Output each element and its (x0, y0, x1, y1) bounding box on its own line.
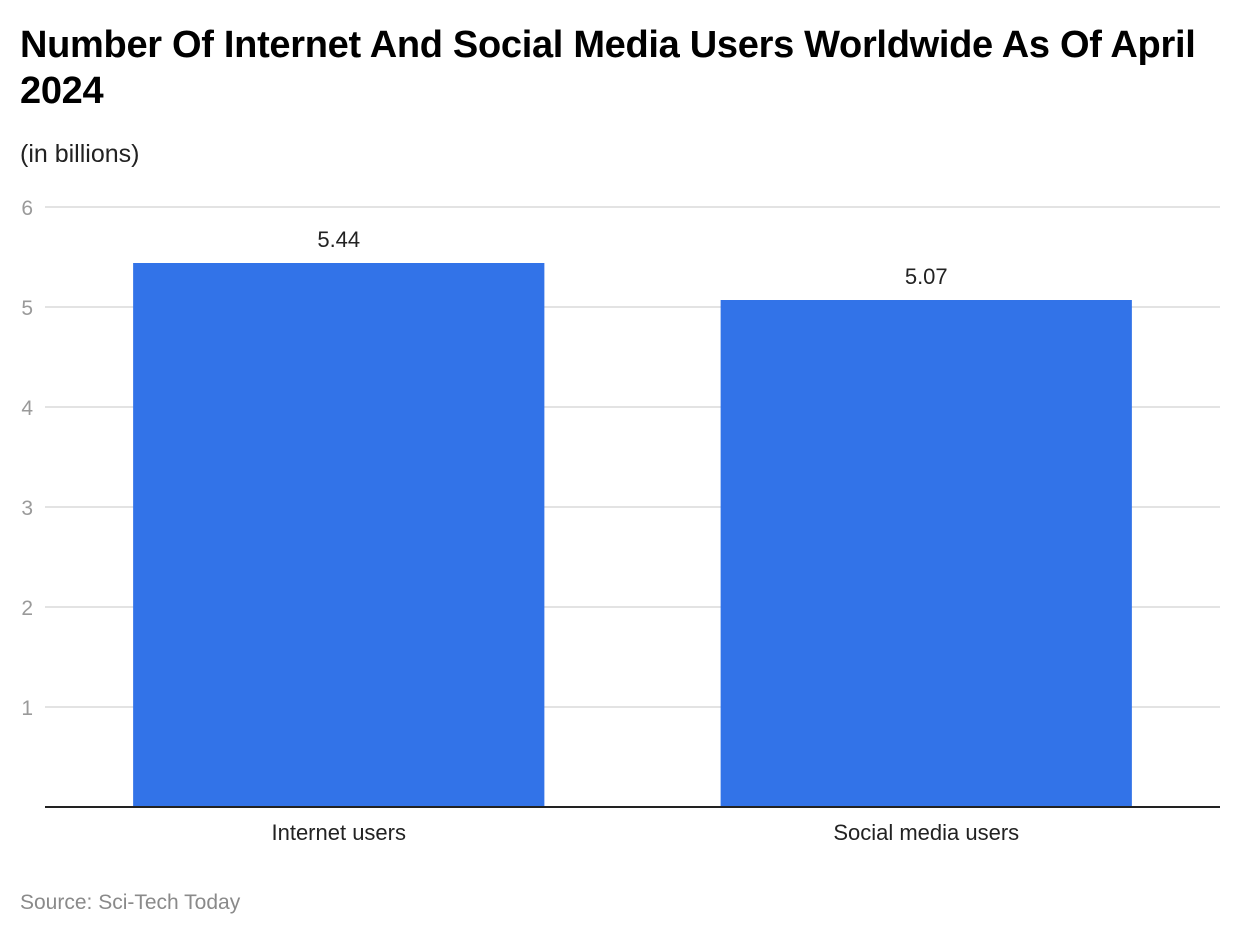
y-tick-label: 5 (21, 297, 33, 320)
bar (133, 263, 545, 807)
data-labels: 5.44 5.07 (317, 227, 947, 289)
bars (133, 263, 1132, 807)
y-axis-ticks: 1 2 3 4 5 6 (21, 197, 33, 720)
chart-title: Number Of Internet And Social Media User… (20, 24, 1196, 112)
data-label: 5.07 (905, 264, 948, 289)
y-tick-label: 1 (21, 697, 33, 720)
bar (720, 300, 1132, 807)
y-tick-label: 2 (21, 597, 33, 620)
y-tick-label: 6 (21, 197, 33, 220)
x-tick-label: Internet users (271, 820, 406, 845)
data-label: 5.44 (317, 227, 360, 252)
y-tick-label: 4 (21, 397, 33, 420)
x-tick-label: Social media users (833, 820, 1019, 845)
chart-subtitle: (in billions) (20, 140, 140, 168)
source-note: Source: Sci-Tech Today (20, 891, 241, 914)
y-tick-label: 3 (21, 497, 33, 520)
x-axis-ticks: Internet users Social media users (271, 820, 1019, 845)
